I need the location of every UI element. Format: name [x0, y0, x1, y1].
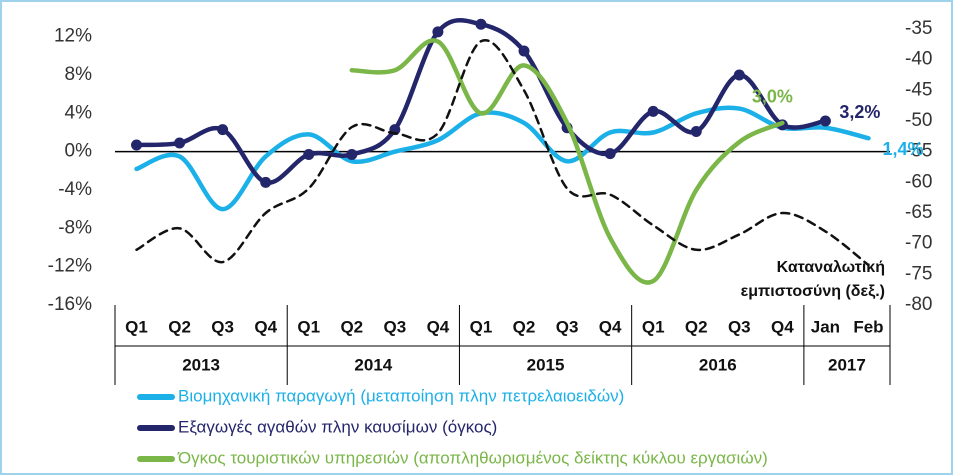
x-tick-label: Q4	[427, 317, 450, 336]
x-tick-label: Q2	[340, 317, 363, 336]
x-tick-label: Q2	[685, 317, 708, 336]
y2-tick-label: -70	[905, 233, 932, 254]
marker	[733, 69, 745, 81]
series-line	[135, 39, 870, 267]
legend-label: Εξαγωγές αγαθών πλην καυσίμων (όγκος)	[178, 417, 497, 436]
marker	[432, 26, 444, 38]
x-tick-label: Q3	[211, 317, 234, 336]
x-group-label: 2016	[699, 355, 737, 374]
y2-tick-label: -50	[905, 110, 932, 131]
x-tick-label: Q4	[771, 317, 794, 336]
x-tick-label: Q3	[728, 317, 751, 336]
value-label: 1,4%	[882, 139, 923, 159]
x-tick-label: Q1	[470, 317, 493, 336]
y2-tick-label: -65	[905, 202, 932, 223]
y2-tick-label: -40	[905, 49, 932, 70]
x-tick-label: Q3	[556, 317, 579, 336]
marker	[131, 139, 143, 151]
x-group-label: 2017	[828, 355, 866, 374]
x-tick-label: Feb	[853, 317, 883, 336]
y-tick-label: -16%	[48, 294, 92, 315]
y2-tick-label: -35	[905, 18, 932, 39]
x-group-label: 2013	[182, 355, 220, 374]
x-tick-label: Q1	[297, 317, 320, 336]
marker	[518, 45, 530, 57]
x-tick-label: Q1	[125, 317, 148, 336]
marker	[217, 124, 229, 136]
series-line	[349, 38, 785, 285]
marker	[819, 115, 831, 127]
x-tick-label: Q4	[599, 317, 622, 336]
legend-label: Όγκος τουριστικών υπηρεσιών (αποπληθωρισ…	[177, 448, 768, 467]
y2-tick-label: -55	[905, 141, 932, 162]
x-tick-label: Q2	[168, 317, 191, 336]
y-tick-label: 0%	[65, 141, 93, 162]
value-label: 3,2%	[839, 102, 880, 122]
y2-tick-label: -60	[905, 171, 932, 192]
marker	[604, 148, 616, 160]
legend-label: Βιομηχανική παραγωγή (μεταποίηση πλην πε…	[178, 386, 624, 405]
y-tick-label: 8%	[65, 64, 93, 85]
marker	[475, 18, 487, 30]
marker	[346, 149, 358, 161]
y-tick-label: 12%	[54, 26, 92, 47]
x-tick-label: Q2	[513, 317, 536, 336]
y-tick-label: -8%	[58, 217, 92, 238]
annotation: Καταναλωτική	[777, 259, 885, 276]
x-tick-label: Q3	[384, 317, 407, 336]
y2-tick-label: -75	[905, 263, 932, 284]
marker	[647, 105, 659, 117]
value-label: 3,0%	[752, 87, 793, 107]
marker	[260, 176, 272, 188]
annotation: εμπιστοσύνη (δεξ.)	[741, 283, 885, 300]
marker	[174, 137, 186, 149]
x-tick-label: Jan	[811, 317, 840, 336]
y-tick-label: -4%	[58, 179, 92, 200]
y-tick-label: -12%	[48, 256, 92, 277]
marker	[303, 149, 315, 161]
y2-tick-label: -45	[905, 79, 932, 100]
y-tick-label: 4%	[65, 102, 93, 123]
x-tick-label: Q1	[642, 317, 665, 336]
x-group-label: 2014	[354, 355, 392, 374]
x-group-label: 2015	[527, 355, 565, 374]
x-tick-label: Q4	[254, 317, 277, 336]
marker	[690, 126, 702, 138]
y2-tick-label: -80	[905, 294, 932, 315]
